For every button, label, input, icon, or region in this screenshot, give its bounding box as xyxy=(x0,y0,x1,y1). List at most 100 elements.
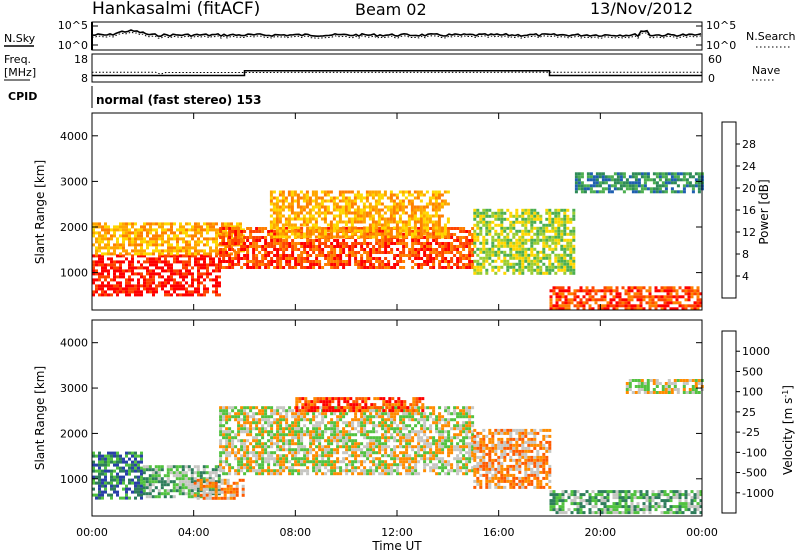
nsearch-label: N.Search xyxy=(746,30,796,43)
heatmap-cell xyxy=(169,468,173,472)
heatmap-cell xyxy=(161,260,164,264)
heatmap-cell xyxy=(234,472,238,476)
heatmap-cell xyxy=(369,266,373,269)
heatmap-cell xyxy=(323,211,327,215)
heatmap-cell xyxy=(196,496,200,500)
heatmap-cell xyxy=(92,222,95,226)
heatmap-cell xyxy=(414,451,418,455)
heatmap-cell xyxy=(285,418,289,422)
heatmap-cell xyxy=(278,193,282,197)
heatmap-cell xyxy=(131,254,134,258)
heatmap-cell xyxy=(530,259,534,263)
heatmap-cell xyxy=(503,226,507,230)
heatmap-cell xyxy=(148,477,152,481)
heatmap-cell xyxy=(306,457,310,461)
heatmap-cell xyxy=(176,243,179,247)
heatmap-cell xyxy=(119,290,122,294)
heatmap-cell xyxy=(176,252,179,256)
heatmap-cell xyxy=(306,251,310,254)
heatmap-cell xyxy=(342,412,346,416)
heatmap-cell xyxy=(390,457,394,461)
heatmap-cell xyxy=(360,430,364,434)
heatmap-cell xyxy=(330,469,334,473)
heatmap-cell xyxy=(646,187,650,191)
heatmap-cell xyxy=(104,275,107,279)
heatmap-cell xyxy=(572,247,576,251)
heatmap-cell xyxy=(306,433,310,437)
heatmap-cell xyxy=(374,223,378,227)
heatmap-cell xyxy=(359,193,363,197)
heatmap-cell xyxy=(206,287,209,291)
heatmap-cell xyxy=(98,469,101,473)
heatmap-cell xyxy=(240,469,244,473)
heatmap-cell xyxy=(627,295,631,299)
heatmap-cell xyxy=(194,252,197,256)
heatmap-cell xyxy=(288,472,292,476)
heatmap-cell xyxy=(164,254,167,258)
heatmap-cell xyxy=(488,214,492,218)
heatmap-cell xyxy=(278,217,282,221)
heatmap-cell xyxy=(140,237,143,241)
heatmap-cell xyxy=(408,472,412,476)
heatmap-cell xyxy=(521,250,525,254)
heatmap-cell xyxy=(654,307,658,311)
heatmap-cell xyxy=(272,223,276,227)
heatmap-cell xyxy=(601,187,605,191)
heatmap-cell xyxy=(137,284,140,288)
heatmap-cell xyxy=(354,445,358,449)
heatmap-cell xyxy=(299,217,303,221)
heatmap-cell xyxy=(440,226,444,230)
heatmap-cell xyxy=(321,254,325,257)
heatmap-cell xyxy=(375,457,379,461)
heatmap-cell xyxy=(536,268,540,272)
heatmap-cell xyxy=(199,474,203,478)
heatmap-cell xyxy=(269,223,273,227)
heatmap-cell xyxy=(497,238,501,242)
heatmap-cell xyxy=(330,245,334,248)
heatmap-cell xyxy=(618,304,622,308)
heatmap-cell xyxy=(261,412,265,416)
heatmap-cell xyxy=(509,256,513,260)
heatmap-cell xyxy=(101,478,104,482)
heatmap-cell xyxy=(131,272,134,276)
heatmap-cell xyxy=(302,232,306,236)
heatmap-cell xyxy=(329,223,333,227)
heatmap-cell xyxy=(393,439,397,443)
heatmap-cell xyxy=(294,436,298,440)
heatmap-cell xyxy=(212,222,215,226)
heatmap-cell xyxy=(98,463,101,467)
heatmap-cell xyxy=(669,298,673,302)
heatmap-cell xyxy=(321,415,325,419)
heatmap-cell xyxy=(628,175,632,179)
heatmap-cell xyxy=(101,225,104,229)
heatmap-cell xyxy=(402,439,406,443)
heatmap-cell xyxy=(545,265,549,269)
heatmap-cell xyxy=(387,430,391,434)
heatmap-cell xyxy=(306,418,310,422)
heatmap-cell xyxy=(188,234,191,238)
heatmap-cell xyxy=(291,248,295,251)
heatmap-cell xyxy=(149,228,152,232)
heatmap-cell xyxy=(237,415,241,419)
heatmap-cell xyxy=(369,466,373,470)
heatmap-cell xyxy=(167,293,170,297)
heatmap-cell xyxy=(506,265,510,269)
heatmap-cell xyxy=(225,436,229,440)
heatmap-cell xyxy=(554,214,558,218)
heatmap-cell xyxy=(209,252,212,256)
heatmap-cell xyxy=(131,257,134,261)
heatmap-cell xyxy=(258,236,262,239)
heatmap-cell xyxy=(243,451,247,455)
heatmap-cell xyxy=(356,190,360,194)
heatmap-cell xyxy=(161,240,164,244)
heatmap-cell xyxy=(170,231,173,235)
heatmap-cell xyxy=(219,415,223,419)
heatmap-cell xyxy=(179,275,182,279)
heatmap-cell xyxy=(137,243,140,247)
heatmap-cell xyxy=(173,234,176,238)
heatmap-cell xyxy=(209,257,212,261)
heatmap-cell xyxy=(272,190,276,194)
heatmap-cell xyxy=(158,254,161,258)
heatmap-cell xyxy=(693,307,697,311)
heatmap-cell xyxy=(258,230,262,233)
